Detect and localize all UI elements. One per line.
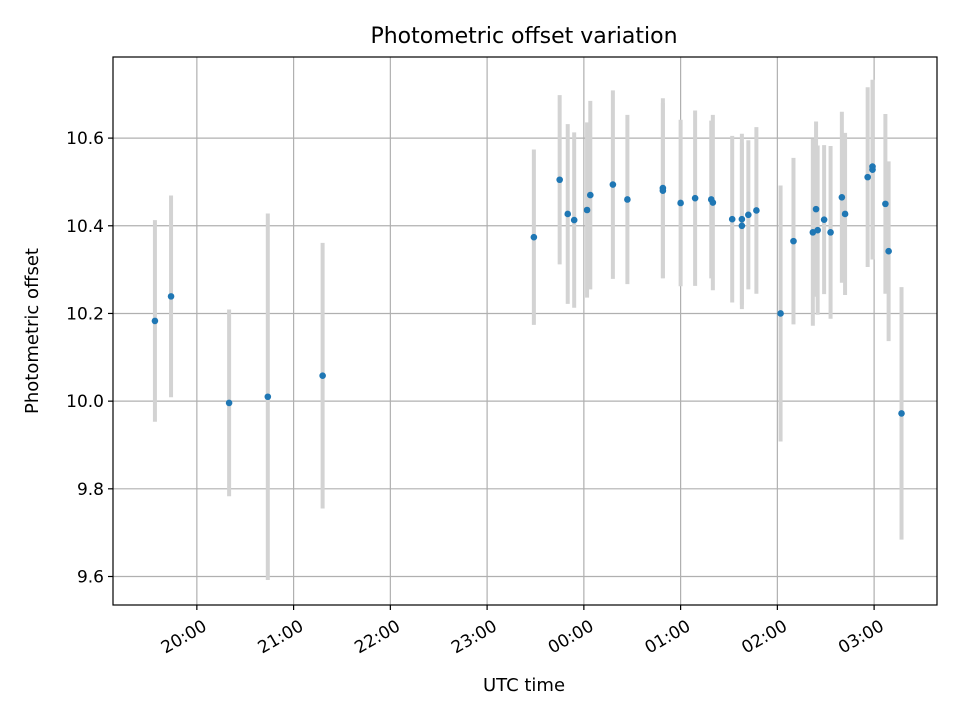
- x-axis-label: UTC time: [483, 675, 565, 696]
- data-point: [319, 372, 326, 380]
- data-point: [570, 216, 578, 224]
- y-tick-label: 10.6: [66, 129, 104, 149]
- data-point: [898, 410, 905, 417]
- data-point: [777, 310, 784, 317]
- data-point: [838, 193, 846, 201]
- data-point: [820, 216, 828, 223]
- chart-title: Photometric offset variation: [370, 24, 677, 49]
- y-tick-label: 9.8: [77, 480, 104, 500]
- data-point: [812, 205, 820, 213]
- data-point: [753, 207, 760, 214]
- data-point: [864, 173, 871, 181]
- data-point: [709, 199, 717, 206]
- data-point: [882, 200, 889, 208]
- data-point: [530, 233, 538, 241]
- y-axis-ticks: 9.6 9.8 10.0 10.2 10.4 10.6: [66, 129, 113, 588]
- y-tick-label: 10.4: [66, 217, 104, 237]
- data-point: [691, 194, 699, 202]
- data-point: [738, 215, 746, 223]
- y-axis-label: Photometric offset: [22, 248, 43, 414]
- data-point: [885, 247, 892, 255]
- data-point: [564, 210, 572, 218]
- y-tick-label: 10.2: [66, 304, 104, 324]
- data-point: [827, 229, 834, 236]
- data-point: [609, 181, 617, 188]
- data-point: [677, 199, 684, 207]
- y-tick-label: 10.0: [66, 392, 104, 412]
- plot-frame: [112, 56, 938, 606]
- data-point: [583, 206, 591, 214]
- data-point: [587, 191, 594, 199]
- data-point: [869, 163, 876, 170]
- data-point: [745, 211, 752, 219]
- data-point: [556, 176, 563, 184]
- data-point: [728, 215, 736, 223]
- data-point: [814, 226, 821, 234]
- data-point: [624, 196, 631, 203]
- data-point: [151, 317, 159, 325]
- data-point: [659, 187, 667, 195]
- data-point: [790, 237, 797, 245]
- data-points: [151, 163, 905, 417]
- data-point: [841, 210, 849, 218]
- data-point: [225, 399, 233, 407]
- data-point: [264, 393, 272, 401]
- data-point: [738, 222, 746, 230]
- y-tick-label: 9.6: [77, 568, 104, 588]
- data-point: [167, 293, 175, 300]
